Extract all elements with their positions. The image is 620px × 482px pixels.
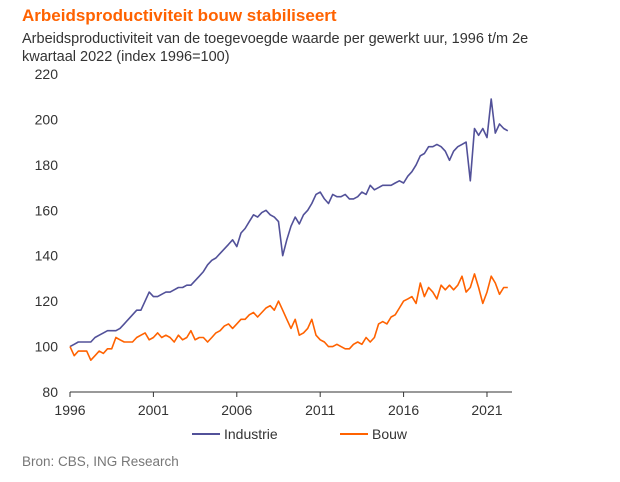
series-line-bouw (69, 273, 508, 362)
y-tick-label: 80 (42, 384, 58, 400)
legend: Industrie Bouw (192, 426, 408, 442)
source-note: Bron: CBS, ING Research (22, 454, 179, 469)
chart-subtitle: Arbeidsproductiviteit van de toegevoegde… (22, 31, 529, 65)
chart-title: Arbeidsproductiviteit bouw stabiliseert (22, 6, 337, 25)
y-tick-label: 120 (35, 293, 59, 309)
y-tick-label: 180 (35, 157, 59, 173)
x-tick-label: 2021 (471, 402, 502, 418)
y-tick-label: 160 (35, 202, 59, 218)
x-tick-label: 2006 (221, 402, 252, 418)
legend-label-bouw: Bouw (372, 426, 408, 442)
x-tick-label: 2001 (138, 402, 169, 418)
x-tick-label: 2016 (388, 402, 419, 418)
y-tick-label: 200 (35, 111, 59, 127)
y-tick-label: 220 (35, 66, 59, 82)
y-axis: 80 100 120 140 160 180 200 220 (35, 66, 59, 400)
x-tick-label: 1996 (54, 402, 85, 418)
series-line-industrie (69, 98, 509, 348)
y-tick-label: 140 (35, 248, 59, 264)
y-tick-label: 100 (35, 339, 59, 355)
legend-label-industrie: Industrie (224, 426, 278, 442)
x-tick-label: 2011 (305, 402, 335, 418)
series-group (69, 98, 509, 362)
x-axis: 1996 2001 2006 2011 2016 2021 (54, 392, 503, 418)
